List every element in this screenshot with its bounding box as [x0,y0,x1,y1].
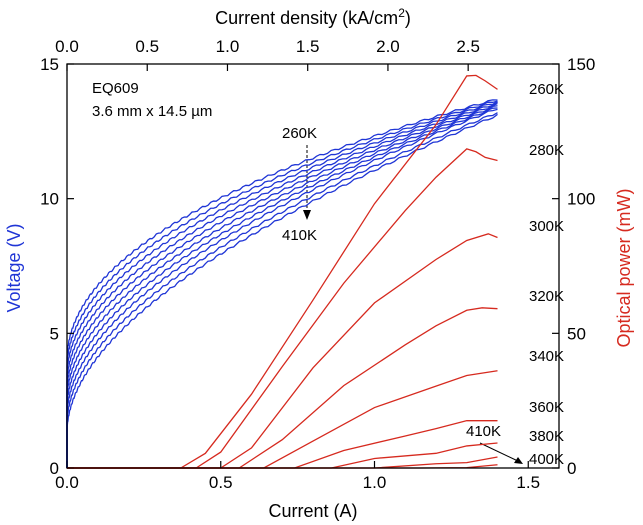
voltage-curve [66,101,498,469]
temperature-label: 340K [529,348,564,365]
x-top-tick-label: 2.0 [376,37,400,56]
x-bottom-tick-label: 0.5 [209,473,233,492]
voltage-curve [66,113,498,469]
voltage-curve [66,99,498,469]
voltage-curve [66,105,498,469]
dimensions-label: 3.6 mm x 14.5 µm [92,103,212,120]
voltage-curve [66,107,498,469]
lowest-power-pointer-head [514,457,523,464]
temperature-arrow-head [303,210,311,220]
voltage-curve [66,108,498,469]
y-left-tick-label: 5 [50,324,59,343]
temperature-label: 380K [529,428,564,445]
voltage-curve [66,101,498,469]
temperature-label: 400K [529,451,564,468]
y-right-tick-label: 100 [567,190,595,209]
y-left-tick-label: 10 [40,190,59,209]
x-top-tick-label: 1.5 [296,37,320,56]
x-top-tick-label: 0.5 [135,37,159,56]
power-curve [67,233,498,469]
power-curve [67,148,498,469]
y-right-tick-label: 150 [567,55,595,74]
temperature-label: 360K [529,399,564,416]
y-right-tick-label: 0 [567,459,576,478]
x-axis-title-bottom: Current (A) [268,501,357,521]
power-curve [67,74,498,469]
x-bottom-tick-label: 0.0 [55,473,79,492]
voltage-curve [66,102,498,469]
lowest-power-label: 410K [466,423,501,440]
voltage-curve [66,112,498,469]
x-bottom-tick-label: 1.5 [516,473,540,492]
temperature-label: 260K [529,81,564,98]
x-top-tick-label: 2.5 [456,37,480,56]
x-top-tick-label: 1.0 [216,37,240,56]
y-left-tick-label: 15 [40,55,59,74]
sample-label: EQ609 [92,80,139,97]
x-bottom-tick-label: 1.0 [363,473,387,492]
y-left-tick-label: 0 [50,459,59,478]
power-curve [67,307,498,469]
temperature-label: 300K [529,218,564,235]
x-axis-title-top: Current density (kA/cm2) [215,6,411,28]
temperature-label: 320K [529,288,564,305]
arrow-start-label: 260K [282,125,317,142]
power-curve [67,419,498,469]
plot-frame [66,63,560,469]
voltage-curve [66,100,498,469]
arrow-end-label: 410K [282,227,317,244]
lowest-power-pointer [479,442,521,463]
y-right-tick-label: 50 [567,324,586,343]
y-axis-title-left: Voltage (V) [4,223,24,312]
temperature-label: 280K [529,142,564,159]
power-curve [67,456,498,469]
y-axis-title-right: Optical power (mW) [614,188,634,347]
x-top-tick-label: 0.0 [55,37,79,56]
